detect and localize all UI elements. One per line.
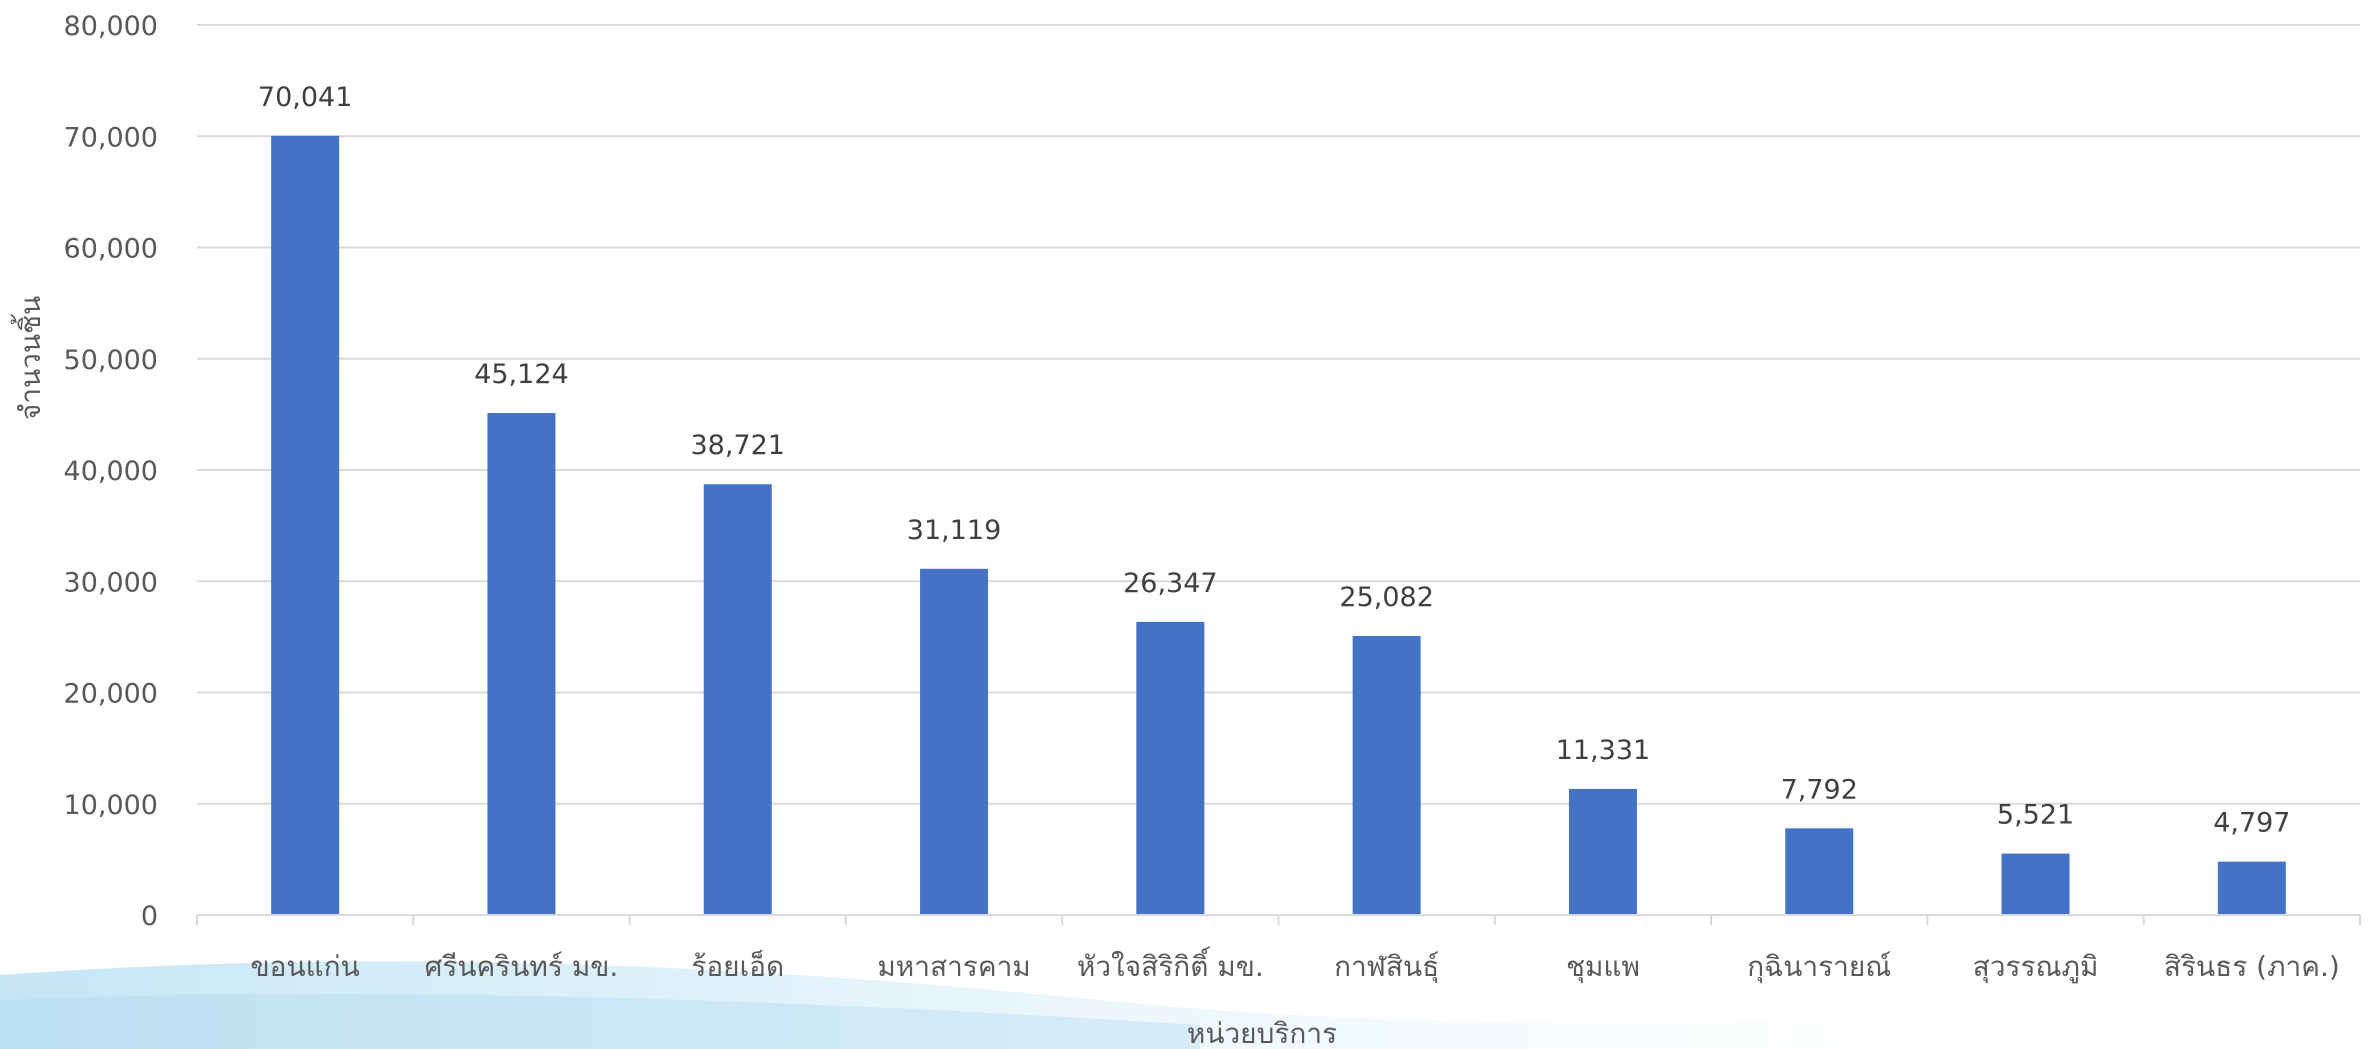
y-tick-label: 70,000: [64, 122, 158, 153]
bar: [2001, 853, 2070, 915]
x-category-label: มหาสารคาม: [877, 950, 1030, 983]
data-label: 45,124: [474, 359, 568, 390]
y-tick-label: 30,000: [64, 567, 158, 598]
y-tick-label: 20,000: [64, 679, 158, 710]
bar: [703, 484, 772, 915]
y-axis-title: จำนวนชิ้น: [10, 296, 47, 420]
x-category-label: ร้อยเอ็ด: [691, 949, 784, 983]
data-label: 70,041: [258, 82, 352, 113]
data-label: 31,119: [907, 515, 1001, 546]
data-label: 7,792: [1781, 774, 1858, 805]
x-category-label: ศรีนครินทร์ มข.: [425, 950, 619, 983]
bar: [1352, 635, 1421, 915]
x-category-label: สิรินธร (ภาค.): [2164, 950, 2340, 983]
data-label: 5,521: [1997, 800, 2074, 831]
x-axis-category-labels: ขอนแก่น ศรีนครินทร์ มข. ร้อยเอ็ด มหาสารคาม ห…: [251, 946, 2340, 984]
x-category-label: กุฉินารายณ์: [1747, 950, 1891, 984]
bars: [271, 135, 2286, 915]
y-axis-tick-labels: 0 10,000 20,000 30,000 40,000 50,000 60,000 70,…: [64, 11, 158, 932]
y-tick-label: 60,000: [64, 234, 158, 265]
x-category-label: กาฬสินธุ์: [1334, 950, 1439, 984]
x-category-label: ขอนแก่น: [251, 950, 360, 983]
x-axis: [196, 914, 2361, 925]
y-tick-label: 10,000: [64, 790, 158, 821]
x-axis-title: หน่วยบริการ: [1187, 1017, 1337, 1049]
x-category-label: หัวใจสิริกิติ์ มข.: [1077, 946, 1264, 983]
y-tick-label: 0: [141, 901, 158, 932]
bar: [271, 135, 340, 915]
bar: [1785, 828, 1854, 915]
x-category-label: สุวรรณภูมิ: [1973, 950, 2099, 984]
data-label: 11,331: [1556, 735, 1650, 766]
bar: [920, 568, 989, 915]
bar: [487, 412, 556, 915]
y-tick-label: 40,000: [64, 456, 158, 487]
data-label: 4,797: [2213, 808, 2290, 839]
y-tick-label: 80,000: [64, 11, 158, 42]
gridlines: [197, 24, 2360, 805]
y-tick-label: 50,000: [64, 345, 158, 376]
bar: [1136, 621, 1205, 915]
data-label: 38,721: [691, 430, 785, 461]
data-label: 26,347: [1123, 568, 1217, 599]
data-labels: 70,041 45,124 38,721 31,119 26,347 25,082 11,3…: [258, 82, 2291, 839]
x-category-label: ชุมแพ: [1566, 950, 1640, 984]
bar: [2217, 861, 2286, 915]
data-label: 25,082: [1339, 582, 1433, 613]
bar: [1568, 788, 1637, 915]
